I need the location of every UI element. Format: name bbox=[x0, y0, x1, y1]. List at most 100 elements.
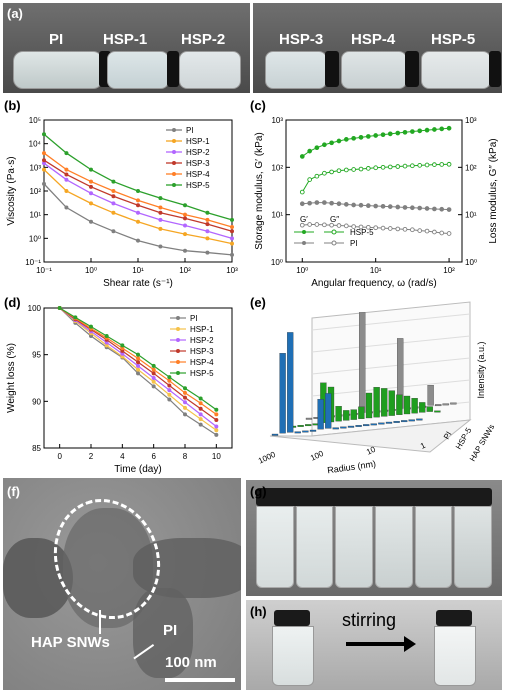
bar-e bbox=[408, 419, 415, 422]
data-point-b bbox=[89, 167, 93, 172]
data-point-d bbox=[183, 390, 187, 395]
wall-back-e bbox=[311, 301, 471, 437]
series-line-d bbox=[59, 307, 217, 431]
data-point-c bbox=[365, 203, 371, 209]
data-point-d bbox=[214, 418, 219, 422]
y-tick-label-c: 10² bbox=[271, 163, 283, 172]
x-tick-label-d: 6 bbox=[151, 452, 156, 461]
data-point-b bbox=[230, 252, 234, 257]
data-point-c bbox=[387, 226, 393, 231]
data-point-d bbox=[120, 355, 125, 360]
data-point-c bbox=[373, 225, 379, 231]
data-point-d bbox=[167, 375, 172, 380]
data-point-c bbox=[365, 166, 371, 171]
vial-label-pi: PI bbox=[49, 31, 64, 48]
data-point-b bbox=[42, 132, 46, 137]
bar-e bbox=[312, 423, 319, 426]
y-tick-label-b: 10¹ bbox=[29, 211, 41, 220]
x-tick-label-d: 8 bbox=[183, 452, 188, 461]
data-point-c bbox=[299, 201, 305, 207]
data-point-d bbox=[151, 376, 156, 380]
y-tick-label-b: 10³ bbox=[29, 163, 41, 172]
data-point-d bbox=[57, 306, 62, 310]
bar-e bbox=[305, 417, 313, 420]
data-point-d bbox=[89, 334, 93, 338]
y-tick-label-c: 10⁰ bbox=[271, 258, 283, 267]
x-tick-label-b: 10² bbox=[179, 266, 191, 275]
legend-marker-b bbox=[172, 139, 176, 143]
bar-e bbox=[336, 414, 343, 417]
panel-label-c: (c) bbox=[250, 98, 266, 113]
data-point-d bbox=[73, 315, 78, 320]
y-tick-label-b: 10⁴ bbox=[29, 140, 42, 149]
y-tick-label-c: 10³ bbox=[271, 116, 283, 125]
data-point-d bbox=[73, 319, 78, 324]
series-line-b bbox=[43, 152, 233, 228]
y-axis-right-label-c: Loss modulus, G″ (kPa) bbox=[488, 138, 499, 243]
bar-e bbox=[294, 431, 301, 434]
legend-header-g2-c: G″ bbox=[330, 215, 339, 224]
data-point-b bbox=[205, 229, 210, 234]
data-point-d bbox=[120, 346, 125, 351]
y-tick-right-label-c: 10¹ bbox=[465, 211, 477, 220]
data-point-b bbox=[64, 151, 69, 156]
data-point-b bbox=[136, 198, 140, 203]
data-point-c bbox=[358, 202, 364, 208]
data-point-b bbox=[42, 151, 46, 156]
y-tick-label-b: 10⁰ bbox=[29, 234, 41, 243]
bar-e bbox=[297, 425, 304, 427]
data-point-d bbox=[151, 384, 156, 389]
x-axis-label-e: Radius (nm) bbox=[327, 459, 377, 476]
data-point-b bbox=[158, 217, 163, 222]
plot-frame-d bbox=[43, 307, 233, 449]
data-point-c bbox=[336, 138, 342, 144]
data-point-c bbox=[439, 162, 445, 167]
series-line-c bbox=[302, 223, 450, 235]
panel-label-e: (e) bbox=[250, 295, 266, 310]
data-point-b bbox=[89, 179, 93, 184]
series-line-d bbox=[59, 307, 217, 415]
data-point-d bbox=[198, 417, 203, 422]
data-point-c bbox=[402, 129, 408, 135]
plot-frame-b bbox=[43, 119, 233, 263]
bar-e bbox=[332, 427, 339, 430]
data-point-b bbox=[64, 167, 69, 172]
data-point-c bbox=[424, 206, 430, 211]
x-tick-label-c: 10⁰ bbox=[296, 266, 308, 275]
y-axis-label-c: Storage modulus, G′ (kPa) bbox=[254, 132, 265, 249]
y-tick-label-b: 10⁻¹ bbox=[25, 258, 41, 267]
plot-frame-c bbox=[285, 119, 463, 263]
z-axis-label-e: Intensity (a.u.) bbox=[476, 341, 486, 398]
data-point-c bbox=[373, 133, 379, 138]
bar-e bbox=[427, 385, 434, 406]
bar-e bbox=[317, 399, 324, 430]
legend-marker-b bbox=[172, 150, 176, 154]
data-point-c bbox=[373, 165, 379, 171]
y-axis-label-d: Weight loss (%) bbox=[6, 343, 17, 413]
x-tick-label-d: 2 bbox=[89, 452, 94, 461]
data-point-b bbox=[111, 194, 116, 199]
data-point-d bbox=[89, 331, 93, 336]
data-point-c bbox=[417, 128, 423, 134]
bar-e bbox=[363, 424, 370, 427]
bar-e bbox=[279, 353, 286, 434]
data-point-b bbox=[158, 226, 163, 231]
data-point-c bbox=[336, 201, 342, 207]
data-point-c bbox=[299, 222, 305, 228]
legend-marker-d bbox=[176, 371, 180, 375]
data-point-d bbox=[73, 318, 78, 323]
bar-e bbox=[393, 421, 400, 423]
data-point-d bbox=[104, 345, 109, 350]
data-point-b bbox=[64, 205, 69, 210]
data-point-d bbox=[57, 306, 62, 310]
bar-e bbox=[370, 423, 377, 426]
panel-label-h: (h) bbox=[250, 604, 267, 619]
y-tick-right-label-c: 10⁰ bbox=[465, 258, 477, 267]
data-point-b bbox=[183, 203, 187, 208]
data-point-d bbox=[136, 356, 140, 361]
legend-marker-c bbox=[302, 241, 306, 245]
x-tick-label-e: 10 bbox=[365, 445, 377, 457]
bar-e bbox=[351, 413, 358, 415]
bar-e bbox=[401, 420, 408, 423]
legend-marker-b bbox=[172, 183, 176, 187]
